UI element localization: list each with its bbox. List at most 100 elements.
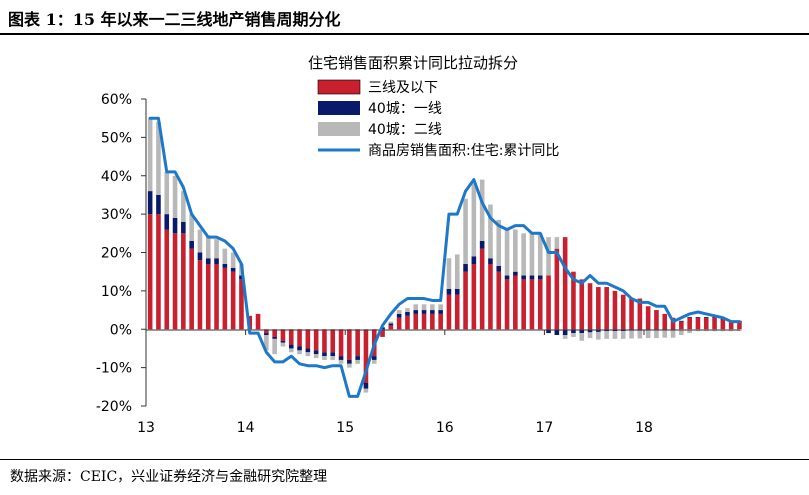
bar-tier3-2014-05 bbox=[280, 329, 286, 341]
source-note: 数据来源：CEIC，兴业证券经济与金融研究院整理 bbox=[10, 469, 328, 485]
bar-tier2-2015-03 bbox=[363, 388, 369, 393]
bar-tier2-2017-04 bbox=[571, 333, 576, 337]
bar-tier3-2018-03 bbox=[662, 313, 668, 330]
bar-tier3-2016-09 bbox=[513, 275, 518, 330]
bar-tier2-2014-05 bbox=[280, 342, 286, 347]
y-ticks: -20% -10% 0% 10% 20% 30% 40% 50% 60% bbox=[96, 92, 146, 415]
bar-tier2-2017-09 bbox=[612, 331, 618, 339]
bar-tier3-2017-11 bbox=[629, 298, 634, 330]
bar-tier2-2013-06 bbox=[189, 214, 194, 241]
bar-tier2-2015-08 bbox=[405, 308, 410, 312]
bar-tier1-2013-11 bbox=[230, 267, 236, 272]
bar-tier3-2016-04 bbox=[471, 264, 477, 330]
bar-tier3-2013-05 bbox=[181, 233, 186, 330]
bar-tier2-2013-04 bbox=[172, 175, 178, 218]
bar-tier3-2014-08 bbox=[305, 329, 311, 349]
bar-tier2-2014-11 bbox=[330, 356, 336, 360]
bar-tier1-2014-10 bbox=[322, 352, 327, 357]
bar-tier2-2016-07 bbox=[496, 219, 502, 266]
bar-tier3-2017-10 bbox=[620, 294, 626, 330]
bar-tier1-2013-10 bbox=[222, 264, 228, 268]
bar-tier1-2016-07 bbox=[496, 265, 502, 272]
bar-tier1-2016-10 bbox=[521, 275, 526, 280]
bar-tier1-2016-03 bbox=[463, 264, 468, 272]
bar-tier1-2014-03 bbox=[264, 333, 269, 336]
bar-tier1-2016-12 bbox=[537, 275, 543, 280]
bar-tier3-2016-02 bbox=[454, 294, 460, 330]
bar-tier1-2016-06 bbox=[488, 258, 493, 265]
bar-tier1-2015-10 bbox=[421, 310, 427, 314]
bar-tier3-2016-05 bbox=[479, 248, 485, 330]
bar-tier3-2015-06 bbox=[388, 325, 394, 330]
bar-tier3-2016-12 bbox=[537, 279, 543, 330]
bar-tier2-2013-07 bbox=[197, 229, 203, 253]
y-tick-label: -10% bbox=[96, 361, 132, 377]
bar-tier1-2013-02 bbox=[156, 194, 161, 215]
bar-tier3-2014-02 bbox=[255, 313, 261, 330]
bar-tier1-2013-09 bbox=[214, 258, 219, 265]
bar-tier2-2013-02 bbox=[156, 122, 161, 195]
bar-tier2-2016-08 bbox=[504, 229, 510, 276]
bar-tier2-2015-07 bbox=[396, 310, 402, 314]
bar-tier1-2015-02 bbox=[355, 356, 360, 360]
bar-tier2-2018-06 bbox=[687, 329, 692, 334]
bar-tier3-2016-07 bbox=[496, 271, 502, 330]
bar-tier1-2015-11 bbox=[430, 310, 435, 314]
bar-tier2-2015-06 bbox=[388, 321, 394, 324]
bar-tier2-2017-01 bbox=[546, 237, 551, 276]
bar-tier1-2015-08 bbox=[405, 311, 410, 316]
x-year-labels: 13 14 15 16 17 18 bbox=[137, 330, 653, 436]
bar-tier2-2016-02 bbox=[454, 254, 460, 289]
bar-tier2-2018-02 bbox=[654, 330, 659, 339]
bar-tier3-2016-03 bbox=[463, 271, 468, 330]
bar-tier3-2015-03 bbox=[363, 329, 369, 383]
bar-tier3-2018-12 bbox=[737, 321, 742, 330]
bar-tier3-2015-08 bbox=[405, 315, 410, 330]
bar-tier3-2016-08 bbox=[504, 279, 510, 330]
bar-tier3-2015-05 bbox=[380, 329, 385, 337]
bar-tier3-2013-11 bbox=[230, 271, 236, 330]
bar-tier3-2017-06 bbox=[587, 283, 593, 330]
bar-tier3-2013-03 bbox=[164, 229, 170, 330]
bar-tier2-2014-10 bbox=[322, 356, 327, 360]
bar-tier2-2013-08 bbox=[205, 235, 211, 259]
bar-tier2-2016-01 bbox=[446, 258, 452, 289]
bar-tier3-2017-08 bbox=[604, 287, 609, 330]
bar-tier1-2017-02 bbox=[554, 329, 560, 336]
bar-tier1-2013-05 bbox=[181, 221, 186, 234]
bar-tier2-2015-01 bbox=[347, 363, 352, 368]
bar-tier3-2018-08 bbox=[703, 317, 709, 330]
line-layer bbox=[148, 116, 741, 398]
chart-title: 住宅销售面积累计同比拉动拆分 bbox=[308, 54, 518, 72]
bar-tier2-2014-06 bbox=[288, 348, 294, 353]
bar-tier3-2013-08 bbox=[205, 264, 211, 330]
bar-tier2-2017-06 bbox=[587, 332, 593, 339]
bar-tier1-2016-04 bbox=[471, 256, 477, 265]
x-year-label: 13 bbox=[137, 420, 155, 436]
legend-swatch-tier2 bbox=[318, 122, 360, 136]
bar-tier3-2018-02 bbox=[654, 310, 659, 330]
bar-tier3-2018-04 bbox=[670, 317, 676, 330]
bar-tier2-2015-04 bbox=[371, 359, 377, 364]
bar-tier2-2016-05 bbox=[479, 179, 485, 241]
bar-tier1-2013-03 bbox=[164, 214, 170, 230]
bar-tier2-2016-12 bbox=[537, 233, 543, 276]
bar-tier2-2016-10 bbox=[521, 233, 526, 276]
legend-swatch-tier1 bbox=[318, 101, 360, 115]
y-tick-label: 50% bbox=[101, 130, 132, 146]
bar-tier3-2014-03 bbox=[264, 329, 269, 334]
bar-tier2-2017-08 bbox=[604, 331, 609, 339]
bar-tier2-2016-09 bbox=[513, 229, 518, 272]
bar-tier1-2014-09 bbox=[313, 350, 319, 355]
bar-tier1-2016-05 bbox=[479, 240, 485, 249]
legend-label-line: 商品房销售面积:住宅:累计同比 bbox=[368, 143, 559, 159]
bar-tier3-2018-10 bbox=[720, 319, 726, 330]
bar-tier3-2014-04 bbox=[272, 329, 277, 337]
bar-tier2-2018-05 bbox=[679, 329, 684, 336]
bar-tier2-2014-12 bbox=[338, 359, 344, 364]
bar-tier3-2013-07 bbox=[197, 260, 203, 330]
bar-tier3-2017-02 bbox=[554, 248, 560, 330]
bar-tier3-2018-01 bbox=[645, 306, 651, 330]
bar-tier2-2018-01 bbox=[645, 330, 651, 339]
